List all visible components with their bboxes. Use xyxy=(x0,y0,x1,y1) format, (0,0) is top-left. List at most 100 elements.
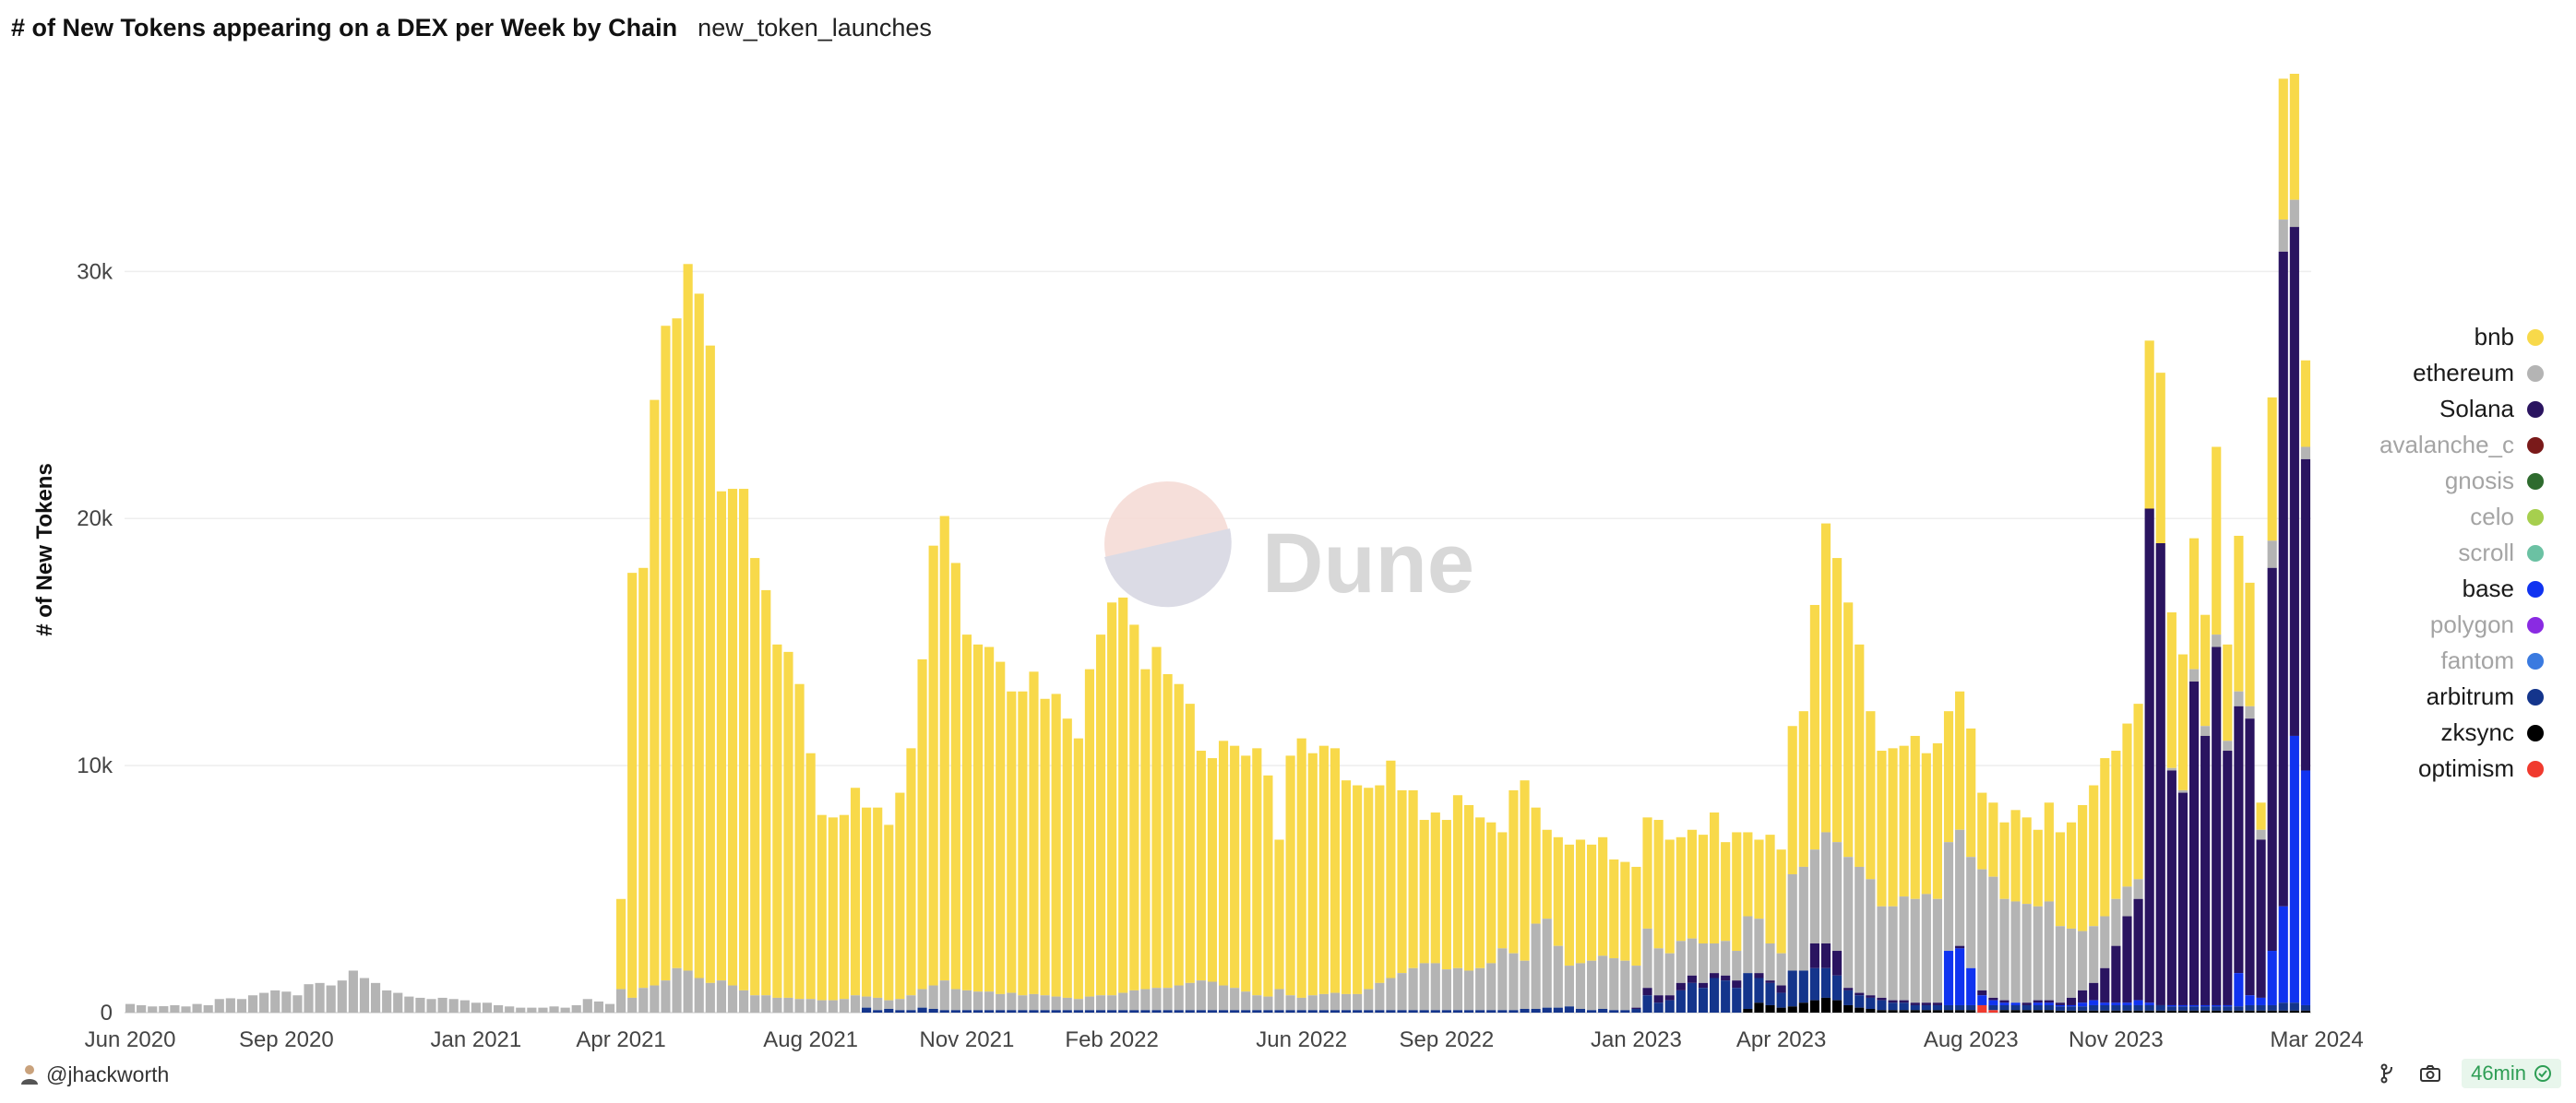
bar-bnb-week-116[interactable] xyxy=(1419,820,1429,964)
bar-ethereum-week-172[interactable] xyxy=(2044,901,2054,1001)
bar-ethereum-week-160[interactable] xyxy=(1910,898,1920,1003)
bar-base-week-173[interactable] xyxy=(2055,1004,2066,1007)
bar-zksync-week-161[interactable] xyxy=(1921,1010,1931,1013)
bar-bnb-week-155[interactable] xyxy=(1854,644,1865,867)
bar-solana-week-153[interactable] xyxy=(1832,951,1843,976)
bar-bnb-week-61[interactable] xyxy=(805,753,816,1000)
bar-zksync-week-165[interactable] xyxy=(1966,1010,1976,1013)
bar-zksync-week-192[interactable] xyxy=(2267,1010,2277,1013)
bar-ethereum-week-111[interactable] xyxy=(1364,989,1374,1011)
bar-ethereum-week-60[interactable] xyxy=(794,999,805,1013)
bar-bnb-week-102[interactable] xyxy=(1263,775,1273,997)
bar-arbitrum-week-141[interactable] xyxy=(1698,988,1709,1013)
bar-ethereum-week-173[interactable] xyxy=(2055,926,2066,1003)
bar-ethereum-week-128[interactable] xyxy=(1553,945,1563,1008)
bar-arbitrum-week-130[interactable] xyxy=(1575,1008,1586,1013)
bar-ethereum-week-97[interactable] xyxy=(1207,981,1218,1011)
bar-solana-week-177[interactable] xyxy=(2100,967,2110,1003)
bar-ethereum-week-44[interactable] xyxy=(616,989,626,1013)
bar-ethereum-week-88[interactable] xyxy=(1107,995,1117,1011)
bar-ethereum-week-155[interactable] xyxy=(1854,866,1865,993)
bar-ethereum-week-169[interactable] xyxy=(2010,901,2021,1003)
bar-bnb-week-54[interactable] xyxy=(727,489,738,986)
bar-base-week-168[interactable] xyxy=(1999,1002,2010,1005)
bar-arbitrum-week-138[interactable] xyxy=(1664,1000,1675,1013)
bar-bnb-week-103[interactable] xyxy=(1274,839,1284,990)
bar-ethereum-week-20[interactable] xyxy=(348,970,358,1013)
legend-item-arbitrum[interactable]: arbitrum xyxy=(2267,679,2544,715)
bar-bnb-week-112[interactable] xyxy=(1375,785,1385,983)
bar-bnb-week-49[interactable] xyxy=(672,318,682,968)
bar-ethereum-week-19[interactable] xyxy=(337,980,347,1013)
bar-bnb-week-195[interactable] xyxy=(2300,360,2311,447)
bar-ethereum-week-47[interactable] xyxy=(650,985,660,1013)
bar-zksync-week-189[interactable] xyxy=(2234,1010,2244,1013)
bar-bnb-week-132[interactable] xyxy=(1598,836,1608,956)
bar-arbitrum-week-82[interactable] xyxy=(1040,1010,1050,1013)
bar-ethereum-week-73[interactable] xyxy=(939,980,949,1011)
bar-ethereum-week-139[interactable] xyxy=(1676,941,1686,983)
bar-arbitrum-week-75[interactable] xyxy=(961,1010,972,1013)
bar-arbitrum-week-194[interactable] xyxy=(2289,1002,2299,1011)
bar-arbitrum-week-154[interactable] xyxy=(1843,990,1854,1005)
bar-ethereum-week-106[interactable] xyxy=(1307,995,1318,1011)
bar-bnb-week-123[interactable] xyxy=(1497,832,1508,949)
bar-zksync-week-180[interactable] xyxy=(2133,1010,2143,1013)
bar-arbitrum-week-184[interactable] xyxy=(2177,1006,2188,1011)
bar-bnb-week-80[interactable] xyxy=(1018,691,1028,996)
bar-zksync-week-173[interactable] xyxy=(2055,1010,2066,1013)
bar-ethereum-week-63[interactable] xyxy=(828,1000,838,1013)
bar-bnb-week-118[interactable] xyxy=(1441,820,1451,970)
bar-zksync-week-191[interactable] xyxy=(2256,1010,2266,1013)
bar-arbitrum-week-190[interactable] xyxy=(2245,1004,2255,1011)
bar-base-week-185[interactable] xyxy=(2188,1004,2200,1007)
bar-bnb-week-161[interactable] xyxy=(1921,753,1931,895)
bar-ethereum-week-33[interactable] xyxy=(494,1004,504,1013)
bar-arbitrum-week-114[interactable] xyxy=(1397,1010,1407,1013)
bar-base-week-180[interactable] xyxy=(2133,1000,2143,1005)
bar-ethereum-week-96[interactable] xyxy=(1196,980,1206,1011)
bar-bnb-week-184[interactable] xyxy=(2177,654,2188,790)
bar-arbitrum-week-155[interactable] xyxy=(1854,995,1865,1008)
bar-bnb-week-97[interactable] xyxy=(1207,758,1218,982)
bar-ethereum-week-61[interactable] xyxy=(805,999,816,1013)
bar-ethereum-week-75[interactable] xyxy=(961,990,972,1011)
bar-arbitrum-week-157[interactable] xyxy=(1877,1000,1887,1011)
bar-arbitrum-week-72[interactable] xyxy=(928,1008,938,1013)
bar-solana-week-168[interactable] xyxy=(1999,1000,2010,1003)
bar-base-week-195[interactable] xyxy=(2300,770,2311,1005)
bar-ethereum-week-161[interactable] xyxy=(1921,894,1931,1003)
bar-zksync-week-176[interactable] xyxy=(2089,1010,2099,1013)
legend-item-celo[interactable]: celo xyxy=(2267,499,2544,535)
bar-bnb-week-90[interactable] xyxy=(1129,624,1139,990)
bar-ethereum-week-148[interactable] xyxy=(1776,953,1786,986)
bar-ethereum-week-140[interactable] xyxy=(1687,938,1697,976)
bar-base-week-177[interactable] xyxy=(2100,1002,2110,1005)
bar-ethereum-week-34[interactable] xyxy=(505,1006,515,1013)
bar-bnb-week-85[interactable] xyxy=(1073,738,1083,1000)
bar-arbitrum-week-109[interactable] xyxy=(1341,1010,1352,1013)
bar-ethereum-week-83[interactable] xyxy=(1051,996,1061,1011)
bar-bnb-week-81[interactable] xyxy=(1029,671,1039,994)
bar-bnb-week-131[interactable] xyxy=(1587,844,1597,961)
bar-zksync-week-148[interactable] xyxy=(1776,1007,1786,1013)
bar-bnb-week-159[interactable] xyxy=(1899,745,1909,897)
bar-bnb-week-125[interactable] xyxy=(1520,780,1530,961)
bar-ethereum-week-110[interactable] xyxy=(1353,993,1363,1011)
bar-zksync-week-193[interactable] xyxy=(2278,1010,2288,1013)
bar-arbitrum-week-143[interactable] xyxy=(1721,980,1731,1013)
bar-ethereum-week-16[interactable] xyxy=(304,984,314,1013)
bar-ethereum-week-100[interactable] xyxy=(1241,991,1251,1011)
bar-solana-week-185[interactable] xyxy=(2188,682,2200,1005)
bar-ethereum-week-145[interactable] xyxy=(1743,916,1753,974)
bar-arbitrum-week-79[interactable] xyxy=(1007,1010,1017,1013)
bar-optimism-week-166[interactable] xyxy=(1977,1004,1987,1013)
bar-bnb-week-98[interactable] xyxy=(1218,741,1229,986)
bar-ethereum-week-126[interactable] xyxy=(1531,923,1541,1009)
bar-ethereum-week-192[interactable] xyxy=(2267,540,2277,568)
bar-bnb-week-84[interactable] xyxy=(1062,718,1072,998)
bar-ethereum-week-152[interactable] xyxy=(1820,832,1831,943)
bar-bnb-week-165[interactable] xyxy=(1966,728,1976,858)
bar-bnb-week-121[interactable] xyxy=(1475,817,1485,968)
bar-arbitrum-week-102[interactable] xyxy=(1263,1010,1273,1013)
